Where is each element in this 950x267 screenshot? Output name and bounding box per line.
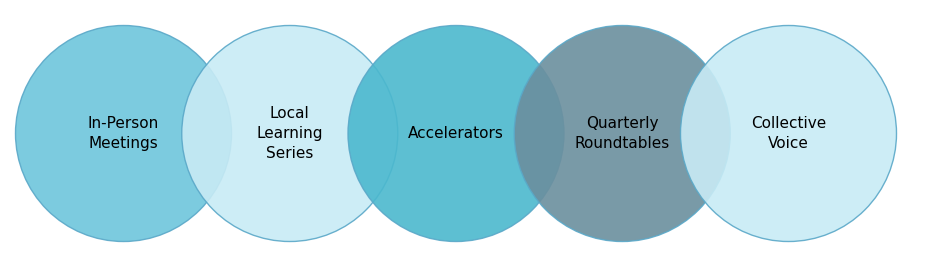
Text: Quarterly
Roundtables: Quarterly Roundtables xyxy=(575,116,670,151)
Ellipse shape xyxy=(15,26,232,241)
Ellipse shape xyxy=(348,26,564,241)
Ellipse shape xyxy=(514,26,731,241)
Ellipse shape xyxy=(181,26,398,241)
Text: Local
Learning
Series: Local Learning Series xyxy=(256,106,323,161)
Text: Accelerators: Accelerators xyxy=(408,126,504,141)
Ellipse shape xyxy=(680,26,897,241)
Text: Collective
Voice: Collective Voice xyxy=(750,116,826,151)
Text: In-Person
Meetings: In-Person Meetings xyxy=(88,116,160,151)
